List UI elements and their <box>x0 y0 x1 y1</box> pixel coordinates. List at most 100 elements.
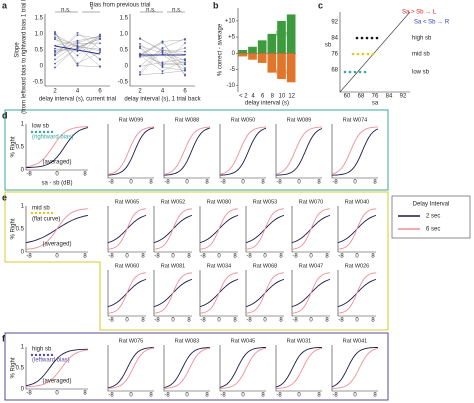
x-tick-label: -8 <box>200 254 206 260</box>
axes <box>199 270 238 317</box>
subject-dot <box>54 62 56 65</box>
curve-6-sec <box>199 208 239 250</box>
stimulus-dot <box>46 353 50 357</box>
subject-dot <box>76 34 79 37</box>
rule-label: Sa > Sb → L <box>402 10 437 16</box>
x-tick-label: 8 <box>141 254 145 260</box>
plot-title: Rat W065 <box>115 199 139 205</box>
y-tick-label: +5 <box>228 35 236 41</box>
stimulus-dot <box>46 130 50 134</box>
subject-dot <box>184 42 186 44</box>
y-tick-label: 0 <box>21 250 25 256</box>
curve-2-sec <box>26 127 89 168</box>
x-tick-label: -8 <box>108 254 114 260</box>
axes <box>107 270 146 317</box>
axes <box>163 124 210 179</box>
subject-dot <box>184 67 186 70</box>
x-tick-label: -8 <box>246 254 252 260</box>
x-tick-label: 8 <box>83 172 87 178</box>
x-tick-label: -8 <box>26 254 32 260</box>
y-tick-label: 0.5 <box>120 48 129 54</box>
x-tick-label: 0 <box>263 318 267 324</box>
plot-title: Rat W041 <box>343 338 367 344</box>
subject-dot <box>76 42 79 45</box>
bar <box>257 53 267 63</box>
stimulus-dot <box>351 52 355 56</box>
subject-dot <box>99 57 101 60</box>
axes <box>331 345 378 392</box>
y-tick-label: +10 <box>225 19 236 25</box>
y-tick-label: 0 <box>21 168 25 174</box>
x-tick-label: 84 <box>386 94 393 100</box>
subject-dot <box>161 40 164 43</box>
plot-title: Rat W068 <box>253 263 277 269</box>
subject-dot <box>161 66 164 69</box>
y-tick-label: 1 <box>21 345 25 351</box>
x-tick-label: 0 <box>309 318 313 324</box>
axes <box>275 345 322 392</box>
stimulus-dot <box>47 212 49 214</box>
y-axis-label: % Right <box>11 357 17 378</box>
x-tick-label: -8 <box>338 254 344 260</box>
condition-label: mid sb <box>32 206 50 212</box>
plot-title: Rat W045 <box>231 338 255 344</box>
axes <box>337 270 376 317</box>
legend-label: Bias + <box>276 31 293 37</box>
x-tick-label: 0 <box>355 254 359 260</box>
plot-title: Rat W026 <box>345 263 369 269</box>
curve-2-sec <box>219 127 267 176</box>
x-tick-label: 8 <box>141 318 145 324</box>
axes <box>107 206 146 253</box>
x-tick-label: 0 <box>353 180 357 186</box>
x-tick-label: 10 <box>279 94 286 100</box>
curve-2-sec <box>219 347 266 388</box>
y-tick-label: 0.5 <box>16 145 25 151</box>
condition-label: low sb <box>412 70 430 76</box>
subject-dot <box>76 46 79 49</box>
x-tick-label: 0 <box>125 254 129 260</box>
subject-dot <box>184 59 186 62</box>
subject-dot <box>76 62 79 65</box>
axes <box>331 124 378 179</box>
stimulus-dot <box>355 36 359 40</box>
subject-dot <box>54 52 56 54</box>
x-tick-label: 0 <box>55 254 59 260</box>
stimulus-dot <box>358 70 362 74</box>
x-tick-label: 0 <box>185 393 189 399</box>
x-tick-label: 0 <box>171 318 175 324</box>
y-tick-label: -10 <box>226 83 235 89</box>
x-tick-label: 8 <box>233 318 237 324</box>
subject-dot <box>99 42 101 45</box>
subject-dot <box>184 61 186 64</box>
x-tick-label: 12 <box>288 94 295 100</box>
x-tick-label: 8 <box>205 180 209 186</box>
subject-dot <box>76 32 79 34</box>
axes <box>44 14 110 87</box>
x-tick-label: 8 <box>373 393 377 399</box>
averaged-label: (averaged) <box>42 242 71 248</box>
axes <box>153 270 192 317</box>
subject-dot <box>54 36 56 39</box>
stimulus-dot <box>51 212 53 214</box>
subject-dot <box>99 33 101 36</box>
plot-title: Rat W075 <box>119 338 143 344</box>
plot-title: Rat W080 <box>207 199 231 205</box>
axes <box>199 206 238 253</box>
x-tick-label: 0 <box>171 254 175 260</box>
x-tick-label: 2 <box>138 89 142 95</box>
x-tick-label: 8 <box>325 318 329 324</box>
y-tick-label: 76 <box>331 52 338 58</box>
subject-dot <box>184 47 186 49</box>
subject-dot <box>54 58 56 61</box>
curve-2-sec <box>25 348 89 387</box>
x-tick-label: 8 <box>149 180 153 186</box>
curve-6-sec <box>291 208 331 250</box>
condition-note: (leftward bias) <box>32 358 70 364</box>
axes <box>25 124 88 171</box>
stimulus-dot <box>34 130 38 134</box>
stimulus-dot <box>42 130 46 134</box>
bar <box>277 53 286 80</box>
plot-title: Rat W047 <box>299 263 323 269</box>
subject-dot <box>161 63 164 66</box>
bar <box>248 53 257 60</box>
